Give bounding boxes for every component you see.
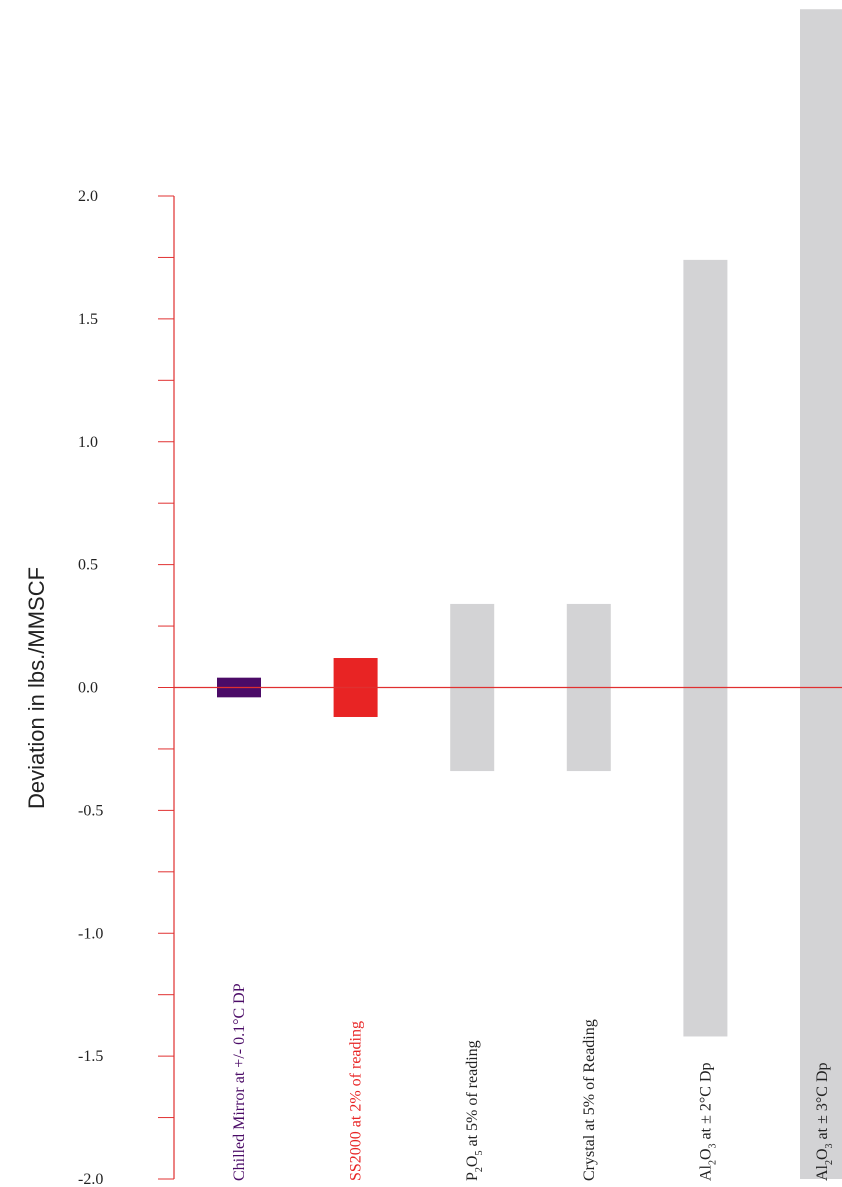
bar-label-5: Al2O3 at ± 2°C Dp [697,1062,718,1181]
y-tick-label: -0.5 [78,802,103,819]
bar-label-1: Chilled Mirror at +/- 0.1°C DP [231,983,248,1181]
bar-label-part: O [814,1148,831,1160]
y-tick-labels: 2.0 1.5 1.0 0.5 0.0 -0.5 -1.0 -1.5 -2.0 [78,188,103,1187]
y-axis-label: Deviation in lbs./MMSCF [24,567,49,809]
bar-label-part: Chilled Mirror at +/- 0.1°C DP [231,983,248,1181]
bar-label-4: Crystal at 5% of Reading [581,1019,598,1181]
y-axis [158,195,842,1180]
y-tick-label: 0.0 [78,680,98,697]
bar-6 [800,9,842,1180]
y-tick-label: 1.0 [78,434,98,451]
bar-labels: Chilled Mirror at +/- 0.1°C DP SS2000 at … [231,983,835,1181]
bar-label-part: 2 [474,1167,485,1172]
bar-label-part: Al [814,1164,831,1181]
y-tick-label: -2.0 [78,1171,103,1187]
bar-label-part: 3 [824,1143,835,1148]
bar-label-part: SS2000 at 2% of reading [348,1021,365,1181]
bar-5 [683,259,728,1037]
bar-label-part: at 5% of reading [464,1040,481,1150]
bar-label-part: 2 [707,1160,718,1165]
bar-label-2: SS2000 at 2% of reading [348,1021,365,1181]
y-tick-label: 2.0 [78,188,98,205]
bar-label-part: Crystal at 5% of Reading [581,1019,598,1181]
y-tick-label: 1.5 [78,311,98,328]
bar-label-part: O [464,1156,481,1168]
y-tick-label: -1.5 [78,1048,103,1065]
bar-label-part: Al [697,1164,714,1181]
bar-label-6: Al2O3 at ± 3°C Dp [814,1062,835,1181]
y-tick-label: 0.5 [78,557,98,574]
bars-group [217,9,842,1180]
y-tick-label: -1.0 [78,925,103,942]
bar-label-part: 5 [474,1151,485,1156]
bar-label-part: O [697,1148,714,1160]
bar-label-part: P [464,1172,481,1181]
bar-label-part: 2 [824,1160,835,1165]
bar-label-part: at ± 2°C Dp [697,1062,714,1143]
bar-label-part: 3 [707,1143,718,1148]
bar-label-3: P2O5 at 5% of reading [464,1040,485,1181]
bar-label-part: at ± 3°C Dp [814,1062,831,1143]
